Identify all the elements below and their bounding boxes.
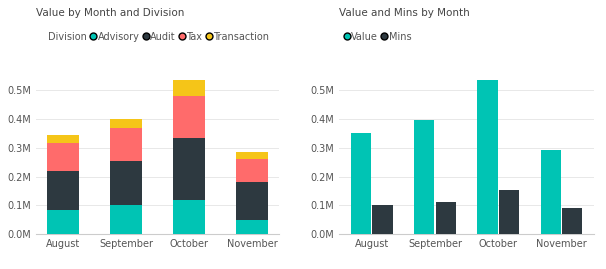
Bar [173, 80, 205, 96]
Bar [173, 200, 205, 234]
Bar [47, 143, 79, 171]
Bar [110, 161, 142, 205]
Bar [236, 159, 268, 182]
Bar [47, 210, 79, 234]
Bar [173, 138, 205, 200]
Text: Value and Mins by Month: Value and Mins by Month [339, 8, 470, 18]
Bar [110, 128, 142, 161]
Bar [541, 150, 561, 234]
Bar [414, 120, 435, 234]
Text: Value by Month and Division: Value by Month and Division [36, 8, 185, 18]
Bar [351, 133, 371, 234]
Bar [173, 96, 205, 138]
Bar [47, 171, 79, 210]
Bar [236, 220, 268, 234]
Bar [373, 205, 393, 234]
Bar [562, 208, 582, 234]
Bar [236, 182, 268, 220]
Bar [236, 152, 268, 159]
Legend: Value, Mins: Value, Mins [344, 32, 411, 42]
Bar [436, 201, 456, 234]
Bar [110, 205, 142, 234]
Legend: Division, Advisory, Audit, Tax, Transaction: Division, Advisory, Audit, Tax, Transact… [41, 32, 269, 42]
Bar [110, 119, 142, 128]
Bar [47, 135, 79, 143]
Bar [499, 190, 519, 234]
Bar [478, 80, 498, 234]
